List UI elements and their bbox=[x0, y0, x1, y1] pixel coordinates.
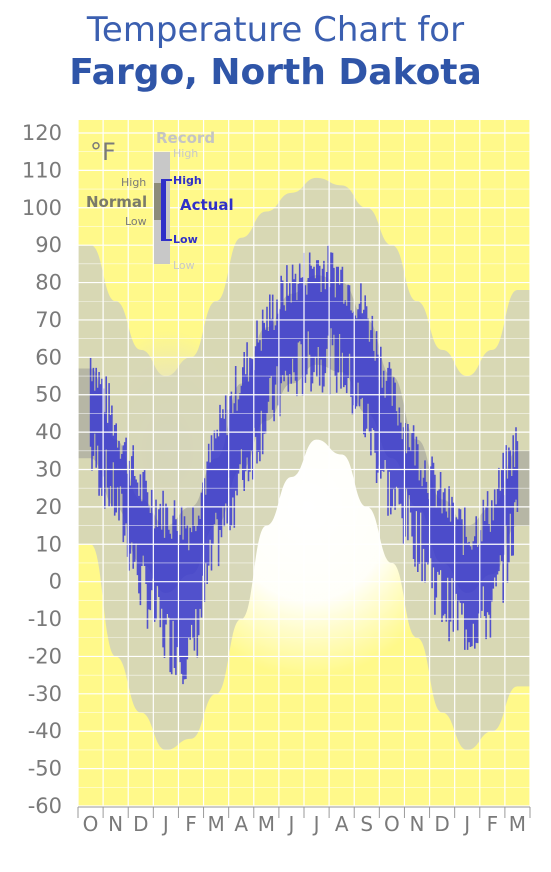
chart-title-line2: Fargo, North Dakota bbox=[69, 52, 482, 93]
legend-actual-low: Low bbox=[173, 233, 198, 246]
gridlines bbox=[77, 120, 531, 807]
y-tick-label: 110 bbox=[22, 158, 62, 182]
x-tick-label: O bbox=[384, 812, 400, 836]
chart-title: Temperature Chart for Fargo, North Dakot… bbox=[0, 10, 551, 96]
legend-normal-high: High bbox=[121, 176, 146, 189]
x-tick-label: N bbox=[410, 812, 425, 836]
y-tick-label: -20 bbox=[28, 644, 62, 668]
x-tick-label: J bbox=[312, 812, 320, 836]
y-tick-label: 80 bbox=[35, 271, 62, 295]
y-tick-label: 50 bbox=[35, 383, 62, 407]
x-tick-label: M bbox=[509, 812, 526, 836]
chart-title-line1: Temperature Chart for bbox=[86, 10, 465, 50]
x-tick-label: N bbox=[108, 812, 123, 836]
x-tick-label: J bbox=[462, 812, 470, 836]
legend-record-label: Record bbox=[156, 129, 215, 147]
y-tick-label: 0 bbox=[49, 570, 62, 594]
y-tick-label: 40 bbox=[35, 420, 62, 444]
x-tick-label: O bbox=[83, 812, 99, 836]
y-tick-label: 120 bbox=[22, 121, 62, 145]
x-tick-label: J bbox=[161, 812, 169, 836]
actual-temperature-series bbox=[89, 244, 519, 685]
legend-actual-swatch bbox=[161, 180, 166, 240]
normal-band bbox=[78, 275, 530, 593]
legend-normal-low: Low bbox=[125, 215, 147, 228]
y-tick-label: -40 bbox=[28, 719, 62, 743]
legend-normal-label: Normal bbox=[86, 193, 147, 211]
y-tick-label: 20 bbox=[35, 495, 62, 519]
x-tick-label: F bbox=[185, 812, 197, 836]
legend-record-high: High bbox=[173, 147, 198, 160]
x-tick-label: M bbox=[258, 812, 275, 836]
y-axis: 1201101009080706050403020100-10-20-30-40… bbox=[22, 121, 62, 818]
legend-actual-label: Actual bbox=[180, 196, 234, 214]
y-tick-label: -30 bbox=[28, 682, 62, 706]
x-tick-label: D bbox=[133, 812, 148, 836]
x-tick-label: M bbox=[207, 812, 224, 836]
y-tick-label: 100 bbox=[22, 196, 62, 220]
unit-label: °F bbox=[90, 138, 116, 166]
y-tick-label: 60 bbox=[35, 345, 62, 369]
x-tick-label: A bbox=[234, 812, 248, 836]
y-tick-label: 70 bbox=[35, 308, 62, 332]
x-tick-label: F bbox=[487, 812, 499, 836]
legend-actual-high: High bbox=[173, 174, 202, 187]
x-tick-label: J bbox=[286, 812, 294, 836]
y-tick-label: 90 bbox=[35, 233, 62, 257]
x-tick-label: D bbox=[434, 812, 449, 836]
y-tick-label: 30 bbox=[35, 458, 62, 482]
y-tick-label: -10 bbox=[28, 607, 62, 631]
x-tick-label: S bbox=[360, 812, 373, 836]
legend: °F Record High Low Normal High Low Actua… bbox=[86, 129, 234, 272]
y-tick-label: -60 bbox=[28, 794, 62, 818]
legend-normal-swatch bbox=[154, 183, 164, 220]
y-tick-label: 10 bbox=[35, 532, 62, 556]
y-tick-label: -50 bbox=[28, 757, 62, 781]
legend-record-low: Low bbox=[173, 259, 195, 272]
x-tick-label: A bbox=[335, 812, 349, 836]
